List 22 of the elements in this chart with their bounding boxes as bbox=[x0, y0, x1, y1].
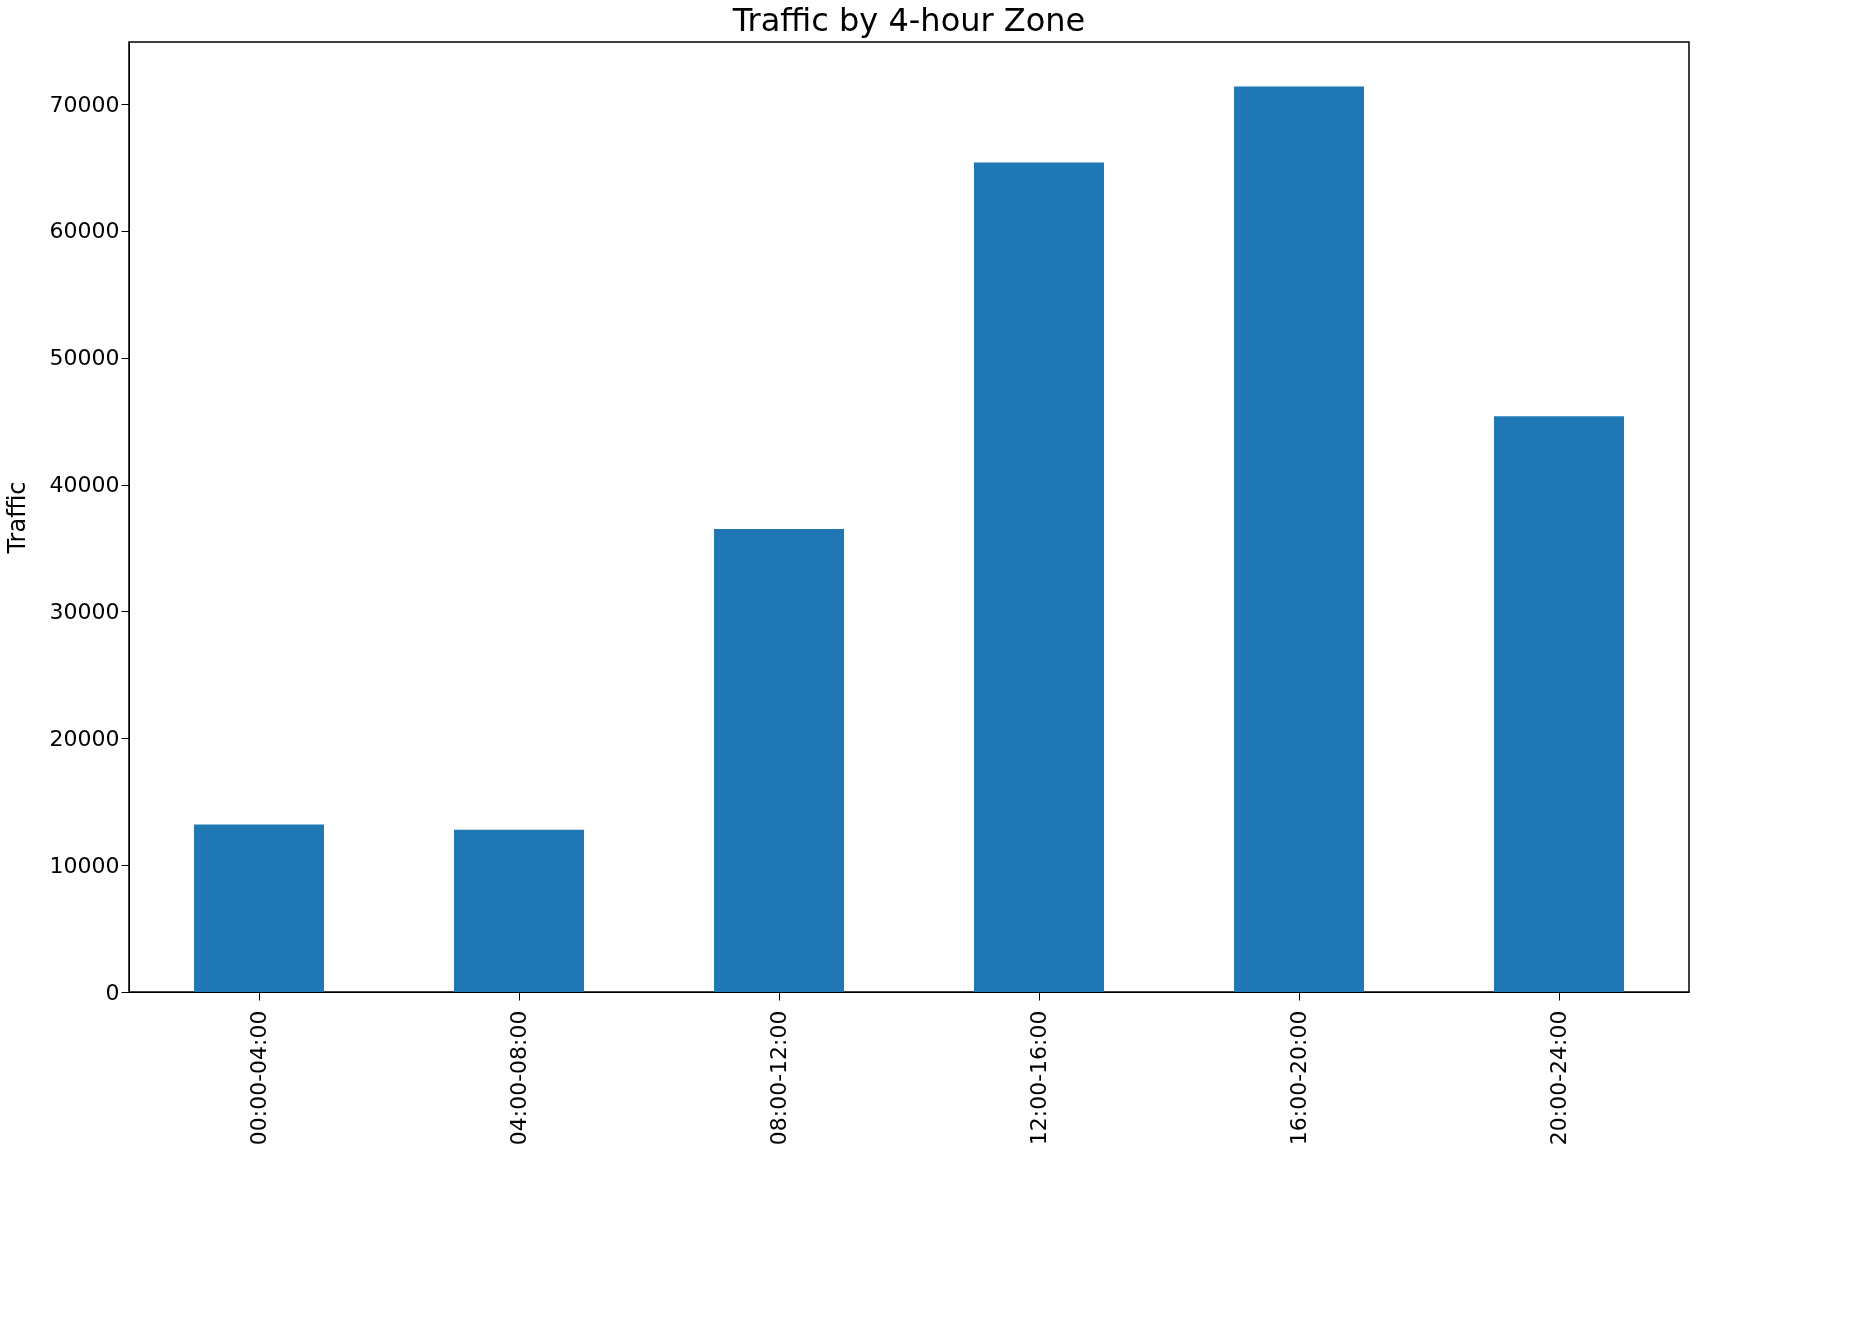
y-tick-label: 0 bbox=[105, 979, 120, 1005]
y-tick-label: 10000 bbox=[49, 852, 120, 878]
y-axis-title: Traffic bbox=[2, 481, 31, 555]
x-tick-label: 20:00-24:00 bbox=[1546, 1010, 1571, 1146]
bar bbox=[1234, 86, 1364, 992]
bar bbox=[454, 829, 584, 992]
bar bbox=[1494, 416, 1624, 992]
x-tick-label: 00:00-04:00 bbox=[246, 1010, 271, 1146]
y-tick-label: 20000 bbox=[49, 725, 120, 751]
chart-title: Traffic by 4-hour Zone bbox=[731, 1, 1086, 39]
x-tick-label: 12:00-16:00 bbox=[1026, 1010, 1051, 1146]
y-tick-label: 60000 bbox=[49, 218, 120, 244]
x-tick-label: 16:00-20:00 bbox=[1286, 1010, 1311, 1146]
x-tick-label: 04:00-08:00 bbox=[506, 1010, 531, 1146]
bar bbox=[194, 824, 324, 992]
y-tick-label: 40000 bbox=[49, 472, 120, 498]
y-tick-label: 70000 bbox=[49, 91, 120, 117]
bar bbox=[974, 162, 1104, 992]
y-tick-label: 50000 bbox=[49, 345, 120, 371]
x-tick-label: 08:00-12:00 bbox=[766, 1010, 791, 1146]
y-tick-label: 30000 bbox=[49, 598, 120, 624]
bar bbox=[714, 529, 844, 992]
